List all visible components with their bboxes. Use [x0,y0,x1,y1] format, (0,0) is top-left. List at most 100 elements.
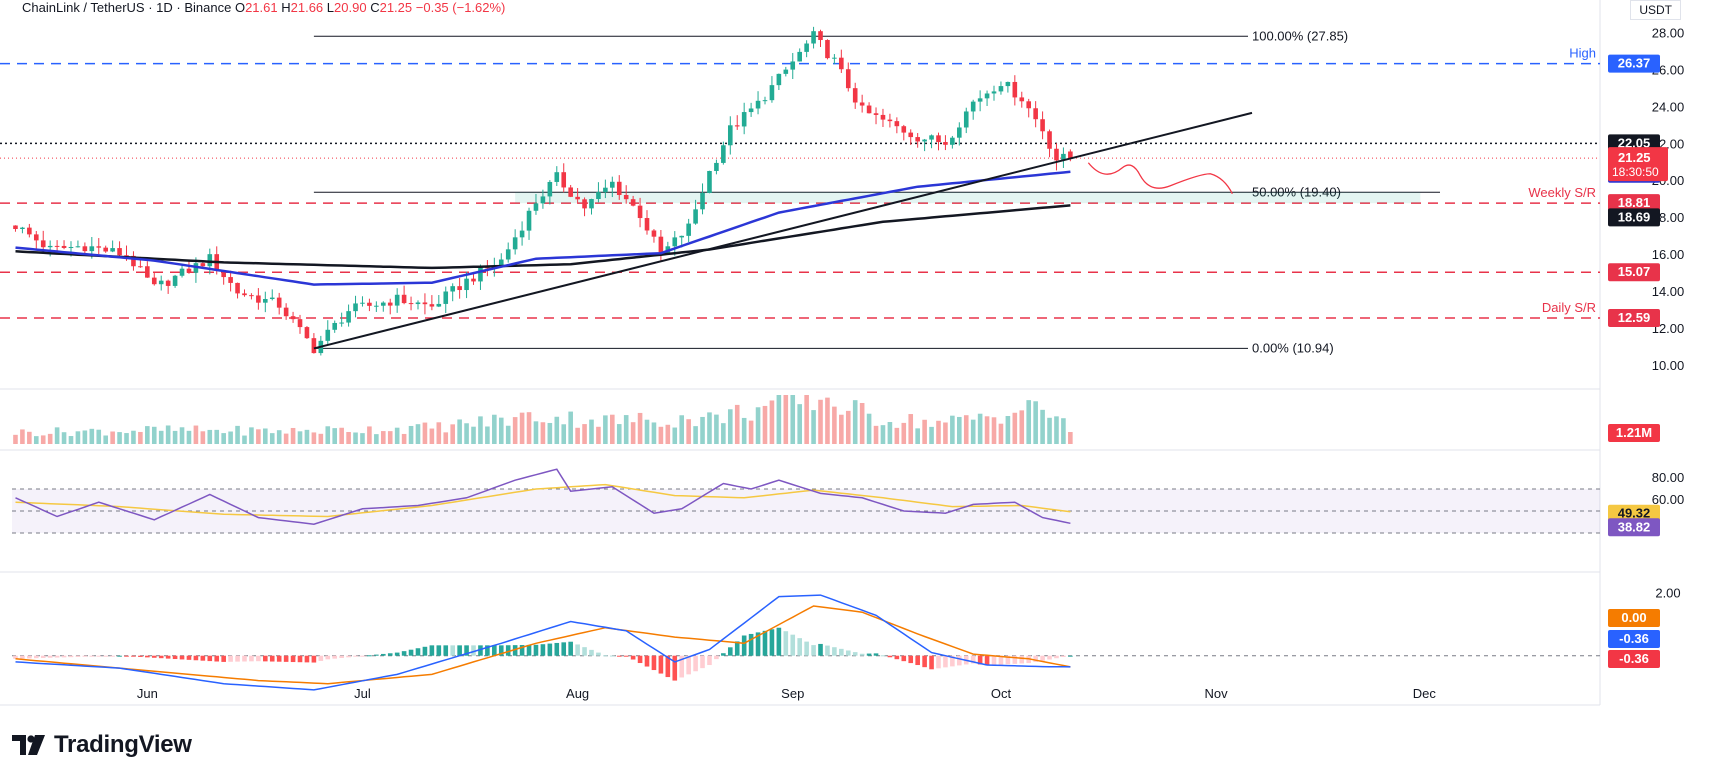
candle [179,268,185,276]
candle [936,135,941,143]
candle [1012,81,1018,98]
candle [256,295,261,303]
candle [825,40,830,59]
candle [103,247,108,252]
volume-bar [589,419,594,444]
volume-bar [596,426,601,444]
candle [498,259,504,266]
candle [269,297,275,300]
candle [394,294,400,306]
candle [145,266,150,278]
currency-selector[interactable]: USDT [1630,0,1681,20]
candle [429,304,435,307]
candle [332,322,338,330]
macd-histogram-bar [429,645,435,656]
macd-histogram-bar [61,655,67,658]
volume-bar [957,416,962,444]
macd-histogram-bar [1019,655,1025,664]
candle [644,218,650,231]
macd-histogram-bar [394,652,400,656]
volume-bar [207,429,213,444]
candle [818,31,823,41]
macd-histogram-bar [1012,655,1018,664]
rsi-tick-label: 80.00 [1652,470,1685,485]
candle [235,282,240,294]
macd-histogram-bar [797,638,802,656]
volume-bar [27,431,32,444]
volume-bar [1026,400,1032,444]
macd-histogram-bar [804,641,809,656]
macd-histogram-bar [561,642,567,656]
candle [207,254,213,267]
volume-bar [519,412,525,444]
volume-bar [485,426,490,444]
volume-bar [644,419,650,444]
candle [755,100,761,109]
candle [922,139,927,142]
volume-bar [492,414,497,444]
candle [845,69,851,89]
macd-histogram-bar [762,630,768,656]
macd-histogram-bar [82,655,88,657]
countdown-badge: 18:30:50 [1612,165,1659,179]
candle [943,142,948,145]
macd-histogram-bar [575,644,580,656]
candle [672,237,678,247]
macd-histogram-bar [540,644,546,656]
macd-histogram-bar [630,655,636,660]
low-label: L [326,0,335,15]
macd-histogram-bar [991,655,997,666]
macd-signal-line [15,605,1071,685]
candle [721,145,726,163]
rsi-ma-line [15,483,1071,518]
volume-bar [33,436,39,444]
volume-bar [193,425,199,444]
volume-bar [610,414,615,444]
candle [623,194,629,200]
volume-bar [276,430,282,444]
candle [589,199,594,209]
candle [297,319,303,328]
level-text: High [1569,46,1596,61]
macd-histogram-bar [970,655,976,664]
tradingview-logo[interactable]: TradingView [12,731,192,759]
volume-bar [866,413,872,444]
candle [186,268,192,273]
volume-bar [82,430,88,444]
volume-bar [228,431,233,444]
macd-histogram-bar [269,655,275,662]
candle [249,295,254,297]
candle [478,267,483,282]
time-axis-label: Sep [781,686,804,701]
macd-histogram-bar [714,655,719,660]
candle [582,199,587,209]
volume-bar [679,415,685,444]
price-tick-label: 10.00 [1652,358,1685,373]
open-value: 21.61 [245,0,278,15]
volume-bar [283,433,289,444]
volume-bar [929,426,934,444]
volume-bar [374,434,379,444]
candle [325,329,331,341]
candle [714,162,719,171]
candle [283,307,289,317]
candle [991,91,997,94]
candle [811,31,816,44]
close-value: 21.25 [379,0,413,15]
volume-badge-bg [1608,424,1660,442]
candle [471,278,476,282]
macd-histogram-bar [96,655,102,657]
macd-histogram-bar [297,655,303,663]
chart-header: ChainLink / TetherUS · 1D · Binance O21.… [22,0,505,16]
candle [346,311,351,323]
volume-bar [998,423,1004,444]
macd-histogram-bar [117,655,122,657]
macd-tick-label: 2.00 [1655,586,1680,601]
volume-bar [436,422,442,444]
candle [707,170,712,193]
candle [970,101,976,112]
macd-histogram-bar [665,655,671,678]
volume-bar [360,433,365,444]
